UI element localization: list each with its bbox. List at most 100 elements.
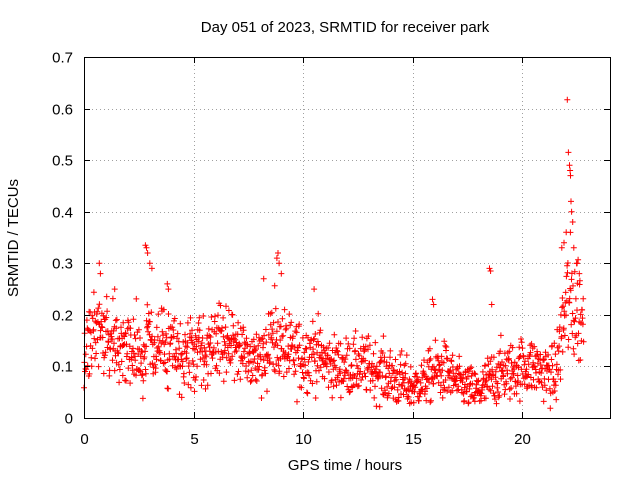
data-point — [575, 256, 582, 263]
data-point — [500, 372, 507, 379]
data-point — [389, 362, 396, 369]
data-point — [362, 373, 369, 380]
data-point — [178, 394, 185, 401]
data-point — [505, 355, 512, 362]
data-point — [127, 380, 134, 387]
data-point — [350, 382, 357, 389]
data-point — [553, 361, 560, 368]
data-point — [144, 301, 151, 308]
data-point — [165, 311, 172, 317]
data-point — [229, 353, 236, 360]
data-point — [128, 354, 135, 361]
data-point — [559, 304, 565, 311]
data-point — [570, 345, 577, 352]
data-point — [528, 340, 535, 347]
data-point — [224, 332, 231, 339]
data-point — [268, 309, 275, 316]
data-point — [489, 366, 496, 373]
data-point — [208, 370, 214, 377]
data-point — [571, 268, 578, 275]
data-point — [288, 319, 295, 326]
data-point — [419, 374, 426, 381]
data-point — [352, 356, 359, 363]
data-point — [187, 314, 194, 321]
data-point — [276, 368, 283, 375]
data-point — [324, 352, 331, 359]
data-point — [254, 360, 261, 367]
data-point — [115, 350, 122, 357]
data-point — [106, 367, 113, 374]
data-point — [426, 345, 433, 352]
data-point — [143, 343, 150, 350]
data-point — [120, 342, 127, 348]
data-point — [181, 380, 188, 386]
data-point — [135, 326, 142, 333]
data-point — [228, 342, 235, 349]
data-point — [546, 385, 553, 392]
data-point — [442, 377, 449, 383]
data-point — [193, 373, 199, 380]
data-point — [315, 341, 322, 348]
data-point — [257, 356, 264, 363]
data-point — [557, 376, 564, 383]
data-point — [525, 371, 532, 378]
data-point — [438, 353, 445, 360]
data-point — [551, 388, 558, 394]
data-point — [274, 342, 281, 349]
data-point — [266, 355, 273, 362]
data-point — [188, 334, 195, 341]
data-point — [303, 389, 310, 396]
data-point — [211, 318, 218, 325]
data-point — [153, 324, 160, 331]
data-point — [166, 356, 173, 363]
data-point — [471, 370, 478, 377]
data-point — [237, 376, 244, 383]
data-point — [160, 332, 167, 339]
data-point — [245, 368, 252, 375]
data-point — [281, 306, 288, 313]
data-point — [407, 363, 414, 370]
data-point — [333, 382, 340, 389]
data-point — [250, 359, 257, 366]
data-point — [430, 380, 437, 387]
data-point — [112, 317, 119, 324]
data-point — [133, 295, 140, 302]
data-point — [432, 367, 439, 374]
data-point — [219, 325, 225, 331]
data-point — [337, 370, 344, 377]
data-point — [354, 383, 361, 390]
data-point-spike — [143, 244, 150, 251]
data-point — [283, 325, 290, 332]
data-point — [200, 377, 207, 383]
data-point — [115, 361, 122, 368]
data-point — [354, 362, 360, 369]
data-point — [221, 347, 228, 354]
data-point — [355, 382, 362, 389]
data-point — [362, 357, 369, 364]
data-point — [331, 331, 338, 338]
data-point — [206, 348, 213, 355]
data-point — [137, 335, 143, 341]
data-point — [388, 385, 395, 392]
data-point — [301, 356, 308, 363]
data-point — [82, 351, 89, 358]
data-point-spike — [488, 301, 495, 308]
data-point — [478, 390, 485, 397]
data-point — [120, 319, 127, 326]
data-point — [381, 354, 388, 361]
data-point — [334, 348, 341, 355]
data-point — [126, 343, 133, 350]
data-point — [482, 395, 489, 402]
data-point — [356, 352, 363, 359]
data-point-spike — [565, 149, 572, 156]
data-point — [358, 377, 365, 383]
data-point — [96, 301, 103, 308]
data-point — [173, 350, 180, 357]
data-point — [519, 345, 526, 352]
data-point — [133, 372, 139, 379]
data-point — [496, 392, 503, 399]
data-point — [530, 376, 537, 383]
data-point — [537, 362, 544, 368]
data-point — [445, 384, 452, 391]
